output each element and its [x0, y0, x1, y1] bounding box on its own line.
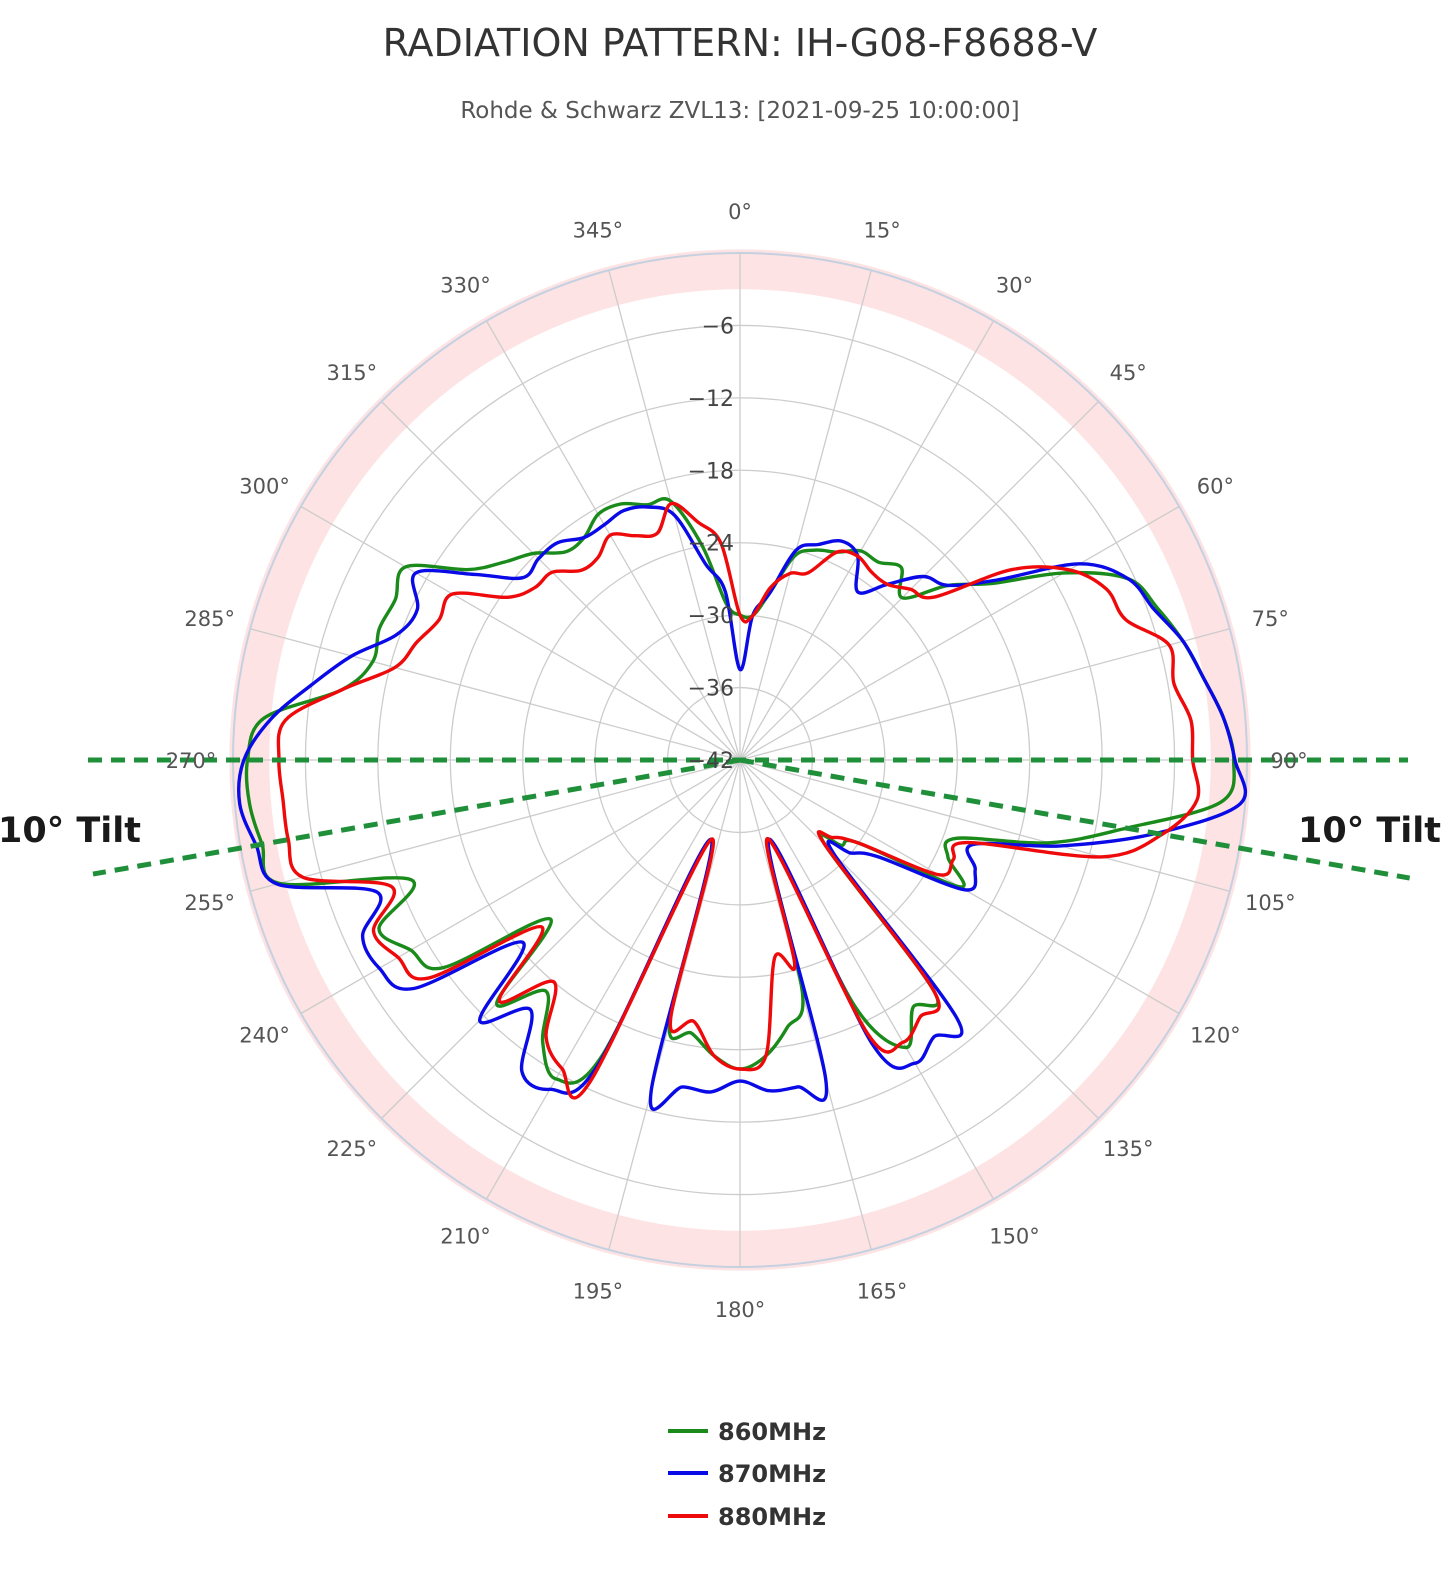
angular-tick-label: 180°: [715, 1298, 766, 1322]
radial-tick-label: −30: [688, 604, 734, 629]
grid-spoke: [250, 628, 741, 761]
legend-label-880[interactable]: 880MHz: [718, 1503, 826, 1531]
legend-label-870[interactable]: 870MHz: [718, 1460, 826, 1488]
grid-spoke: [739, 759, 1099, 1119]
angular-tick-label: 0°: [728, 200, 752, 224]
angular-tick-label: 150°: [989, 1224, 1040, 1248]
chart-subtitle: Rohde & Schwarz ZVL13: [2021-09-25 10:00…: [460, 98, 1019, 124]
grid-spoke: [300, 759, 741, 1015]
grid-spoke: [739, 628, 1230, 761]
angular-tick-label: 345°: [573, 219, 624, 243]
angular-tick-label: 300°: [239, 475, 290, 499]
angular-tick-label: 90°: [1270, 749, 1307, 773]
angular-tick-label: 240°: [239, 1024, 290, 1048]
angular-tick-label: 315°: [327, 361, 378, 385]
grid-spoke: [300, 505, 741, 761]
angular-tick-label: 255°: [184, 891, 235, 915]
angular-tick-label: 135°: [1103, 1137, 1154, 1161]
angular-tick-label: 210°: [440, 1224, 491, 1248]
radial-tick-label: −6: [702, 314, 734, 339]
angular-tick-label: 45°: [1110, 361, 1147, 385]
grid-spoke: [739, 759, 1230, 892]
radial-tick-label: −18: [688, 459, 734, 484]
angular-tick-label: 15°: [863, 219, 900, 243]
series-line-880MHz: [276, 501, 1201, 1100]
grid-spoke: [485, 759, 741, 1200]
radial-tick-label: −42: [688, 749, 734, 774]
radial-tick-label: −24: [688, 532, 734, 557]
angular-tick-label: 105°: [1245, 891, 1296, 915]
grid-spoke: [739, 505, 1180, 761]
tilt-label-right: 10° Tilt: [1298, 811, 1441, 851]
grid-spoke: [739, 270, 872, 761]
grid-spoke: [739, 401, 1099, 761]
axis-labels: 0° 15° 30° 45° 60° 75° 90° 105° 120° 135° 150° 165°…: [166, 200, 1308, 1322]
legend: 860MHz 870MHz 880MHz: [668, 1418, 826, 1531]
grid-spoke: [739, 759, 995, 1200]
grid-spoke: [250, 759, 741, 892]
series-traces: [237, 497, 1248, 1111]
tilt-label-left: 10° Tilt: [0, 811, 141, 851]
series-line-870MHz: [237, 505, 1248, 1111]
angular-tick-label: 165°: [857, 1279, 908, 1303]
angular-tick-label: 75°: [1252, 607, 1289, 631]
angular-tick-label: 60°: [1197, 475, 1234, 499]
angular-tick-label: 120°: [1190, 1024, 1241, 1048]
grid-spoke: [381, 401, 741, 761]
grid-spoke: [739, 320, 995, 761]
tilt-line-left: [92, 757, 741, 877]
radial-tick-label: −36: [688, 677, 734, 702]
grid-spoke: [485, 320, 741, 761]
tilt-reference-lines: [88, 757, 1411, 881]
angular-tick-label: 285°: [184, 607, 235, 631]
legend-label-860[interactable]: 860MHz: [718, 1418, 826, 1446]
angular-tick-label: 195°: [573, 1279, 624, 1303]
angular-tick-label: 225°: [327, 1137, 378, 1161]
angular-tick-label: 330°: [440, 274, 491, 298]
grid-spoke: [381, 759, 741, 1119]
angular-tick-label: 270°: [166, 749, 217, 773]
angular-tick-label: 30°: [996, 274, 1033, 298]
grid-spoke: [739, 759, 872, 1250]
radial-tick-label: −12: [688, 387, 734, 412]
chart-title: RADIATION PATTERN: IH-G08-F8688-V: [383, 21, 1098, 65]
